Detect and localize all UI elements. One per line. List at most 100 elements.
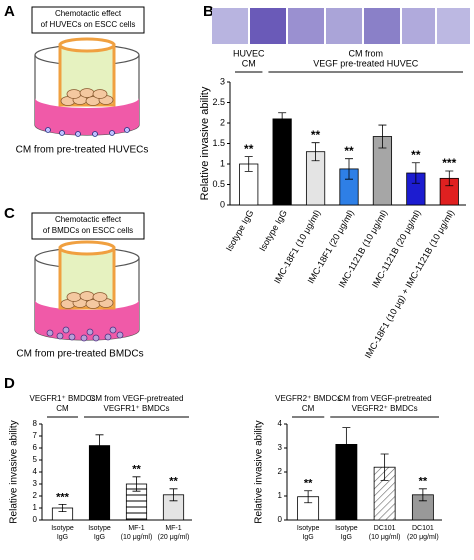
cells bbox=[60, 88, 114, 106]
y-tick-label: 1.5 bbox=[212, 138, 225, 148]
significance: ** bbox=[304, 478, 313, 490]
y-tick-label: 0.5 bbox=[212, 179, 225, 189]
group-label: VEGFR2⁺ BMDCs bbox=[352, 404, 418, 413]
x-tick-label: (20 μg/ml) bbox=[158, 534, 190, 541]
error-bar bbox=[169, 488, 178, 502]
group-label: CM bbox=[302, 404, 315, 413]
error-bar bbox=[58, 504, 67, 512]
error-bar bbox=[132, 476, 141, 492]
insert-rim bbox=[58, 240, 116, 256]
y-axis-label: Relative invasive ability bbox=[254, 420, 265, 523]
diagram: Chemotactic effect of BMDCs on ESCC cell… bbox=[16, 212, 145, 360]
y-tick-label: 1 bbox=[278, 491, 283, 500]
error-bar bbox=[244, 156, 253, 172]
x-tick-label: IgG bbox=[302, 534, 313, 541]
group-label: CM bbox=[56, 404, 69, 413]
micrographs bbox=[212, 8, 470, 44]
diagram-text: Chemotactic effect bbox=[55, 9, 122, 18]
error-bar bbox=[380, 453, 389, 481]
error-bar bbox=[445, 170, 454, 187]
x-tick-label: (10 μg/ml) bbox=[369, 534, 401, 541]
medium bbox=[35, 98, 139, 135]
x-tick-label: DC101 bbox=[412, 525, 434, 532]
significance: ** bbox=[132, 464, 141, 476]
y-tick-label: 1 bbox=[220, 158, 225, 168]
bar bbox=[272, 118, 292, 206]
diagram: Chemotactic effect of HUVECs on ESCC cel… bbox=[16, 6, 149, 156]
y-tick-label: 3 bbox=[33, 479, 38, 488]
significance: ** bbox=[169, 476, 178, 488]
group-label: CM from bbox=[348, 48, 383, 58]
error-bar bbox=[345, 158, 353, 180]
micrograph bbox=[326, 8, 362, 44]
diagram-text: of HUVECs on ESCC cells bbox=[41, 20, 136, 29]
x-tick-label: MF-1 bbox=[165, 525, 181, 532]
y-tick-label: 1 bbox=[33, 503, 38, 512]
x-tick-label: IgG bbox=[94, 534, 105, 541]
y-tick-label: 2 bbox=[220, 117, 225, 127]
micrograph bbox=[250, 8, 286, 44]
cells bbox=[60, 291, 114, 309]
y-tick-label: 3 bbox=[278, 443, 283, 452]
bmdcs bbox=[46, 326, 124, 342]
micrograph bbox=[212, 8, 248, 44]
group-label: VEGFR1⁺ BMDCs bbox=[29, 394, 95, 403]
error-bar bbox=[411, 162, 420, 184]
micrograph bbox=[437, 8, 470, 44]
significance: ** bbox=[311, 128, 321, 142]
x-tick-label: (10 μg/ml) bbox=[121, 534, 153, 541]
y-tick-label: 0 bbox=[33, 515, 38, 524]
significance: ** bbox=[419, 476, 428, 488]
y-axis-label: Relative invasive ability bbox=[9, 420, 20, 523]
group-label: VEGFR1⁺ BMDCs bbox=[103, 404, 169, 413]
diagram-box bbox=[31, 6, 145, 34]
panel-label: B bbox=[203, 3, 214, 20]
x-tick-label: Isotype bbox=[88, 525, 111, 532]
micrograph bbox=[402, 8, 435, 44]
group-label: VEGFR2⁺ BMDCs bbox=[275, 394, 341, 403]
y-tick-label: 2 bbox=[33, 491, 38, 500]
y-tick-label: 0 bbox=[278, 515, 283, 524]
error-bar bbox=[342, 427, 351, 462]
significance: ** bbox=[344, 144, 354, 158]
insert-rim bbox=[58, 37, 116, 53]
y-tick-label: 4 bbox=[33, 467, 38, 476]
y-tick-label: 7 bbox=[33, 431, 38, 440]
panel-label: A bbox=[4, 3, 15, 20]
error-bar bbox=[311, 142, 320, 162]
y-tick-label: 4 bbox=[278, 419, 283, 428]
x-tick-label: Isotype bbox=[335, 525, 358, 532]
significance: *** bbox=[442, 156, 456, 170]
x-tick-label: IgG bbox=[341, 534, 352, 541]
micrograph bbox=[364, 8, 400, 44]
y-tick-label: 5 bbox=[33, 455, 38, 464]
group-label: CM bbox=[242, 58, 256, 68]
diagram-caption: CM from pre-treated HUVECs bbox=[16, 145, 149, 156]
diagram-text: of BMDCs on ESCC cells bbox=[43, 226, 133, 235]
x-tick-label: MF-1 bbox=[128, 525, 144, 532]
diagram-text: Chemotactic effect bbox=[55, 215, 122, 224]
micrograph bbox=[288, 8, 324, 44]
y-tick-label: 3 bbox=[220, 76, 225, 86]
x-tick-label: DC101 bbox=[374, 525, 396, 532]
x-tick-label: Isotype bbox=[297, 525, 320, 532]
diagram-caption: CM from pre-treated BMDCs bbox=[16, 349, 143, 360]
significance: ** bbox=[244, 142, 254, 156]
x-tick-label: Isotype IgG bbox=[257, 208, 289, 253]
panel-label: D bbox=[4, 375, 15, 392]
y-tick-label: 2.5 bbox=[212, 97, 225, 107]
significance: ** bbox=[411, 148, 421, 162]
group-label: CM from VEGF-pretreated bbox=[338, 394, 432, 403]
x-tick-label: IgG bbox=[57, 534, 68, 541]
x-tick-label: Isotype bbox=[51, 525, 74, 532]
y-axis-label: Relative invasive ability bbox=[199, 86, 211, 200]
group-label: HUVEC bbox=[233, 48, 265, 58]
error-bar bbox=[304, 490, 313, 504]
y-tick-label: 2 bbox=[278, 467, 283, 476]
group-label: CM from VEGF-pretreated bbox=[90, 394, 184, 403]
x-tick-label: (20 μg/ml) bbox=[407, 534, 439, 541]
error-bar bbox=[95, 434, 104, 457]
huvecs bbox=[45, 127, 130, 137]
diagram-box bbox=[31, 212, 145, 240]
